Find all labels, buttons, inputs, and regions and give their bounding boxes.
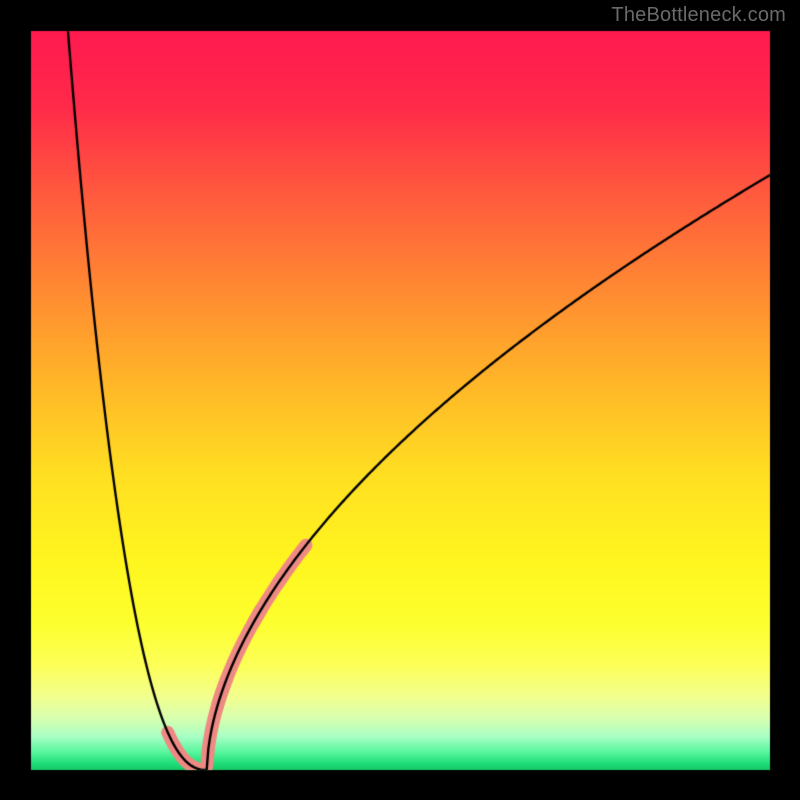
chart-stage: TheBottleneck.com <box>0 0 800 800</box>
gradient-background <box>0 0 800 800</box>
watermark-text: TheBottleneck.com <box>611 4 786 27</box>
